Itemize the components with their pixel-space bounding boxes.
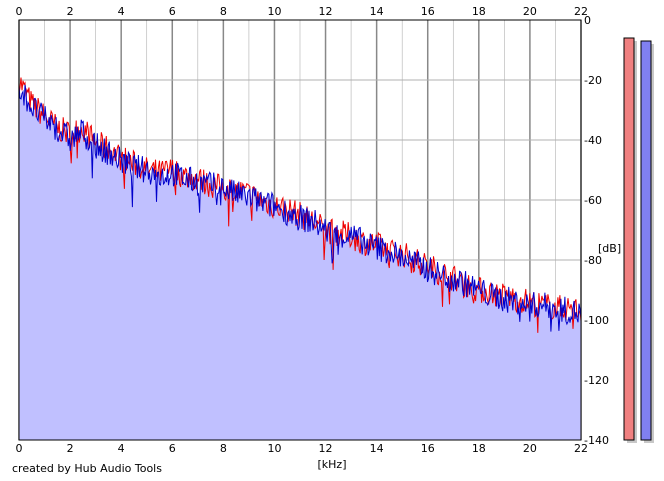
x-tick-label-bottom: 22: [574, 442, 588, 455]
credit-text: created by Hub Audio Tools: [12, 462, 162, 475]
spectrum-series: [18, 77, 582, 333]
x-tick-label-top: 20: [523, 5, 537, 18]
x-tick-label-bottom: 6: [169, 442, 176, 455]
y-tick-label: 0: [584, 14, 591, 27]
y-tick-label: -80: [584, 254, 602, 267]
y-tick-label: -120: [584, 374, 609, 387]
tick-labels: 002244668810101212141416161818202022220-…: [16, 5, 609, 455]
x-tick-label-bottom: 14: [370, 442, 384, 455]
x-tick-label-bottom: 8: [220, 442, 227, 455]
x-tick-label-bottom: 20: [523, 442, 537, 455]
x-tick-label-bottom: 2: [67, 442, 74, 455]
x-tick-label-bottom: 16: [421, 442, 435, 455]
x-tick-label-top: 16: [421, 5, 435, 18]
level-meters: [623, 37, 654, 443]
x-tick-label-top: 8: [220, 5, 227, 18]
y-tick-label: -100: [584, 314, 609, 327]
y-tick-label: -60: [584, 194, 602, 207]
x-tick-label-bottom: 18: [472, 442, 486, 455]
x-tick-label-bottom: 4: [118, 442, 125, 455]
y-tick-label: -40: [584, 134, 602, 147]
x-tick-label-top: 4: [118, 5, 125, 18]
x-tick-label-top: 18: [472, 5, 486, 18]
level-meter-bar: [640, 40, 652, 441]
x-tick-label-top: 14: [370, 5, 384, 18]
y-tick-label: -140: [584, 434, 609, 447]
x-tick-label-top: 6: [169, 5, 176, 18]
plot-frame: [18, 19, 582, 441]
y-axis-unit-label: [dB]: [598, 242, 621, 255]
x-tick-label-top: 2: [67, 5, 74, 18]
x-tick-label-top: 12: [319, 5, 333, 18]
x-tick-label-bottom: 10: [267, 442, 281, 455]
x-tick-label-bottom: 0: [16, 442, 23, 455]
spectrum-area-fill: [19, 84, 581, 441]
level-meter-bar: [623, 37, 635, 441]
x-axis-unit-label: [kHz]: [318, 458, 347, 471]
x-tick-label-top: 0: [16, 5, 23, 18]
x-tick-label-top: 10: [267, 5, 281, 18]
series-line-blue: [18, 84, 582, 332]
x-tick-label-bottom: 12: [319, 442, 333, 455]
x-tick-label-top: 22: [574, 5, 588, 18]
y-tick-label: -20: [584, 74, 602, 87]
